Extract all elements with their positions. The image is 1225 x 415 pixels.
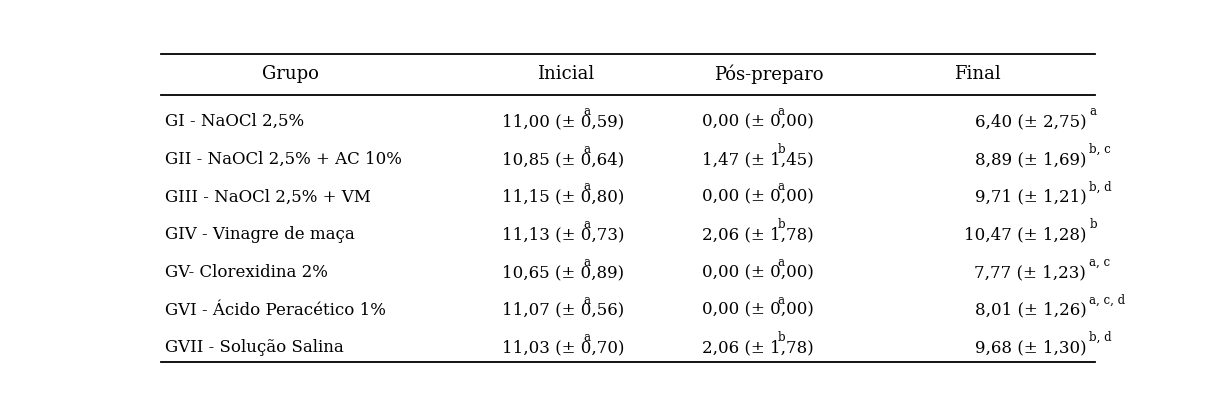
Text: a: a: [1089, 105, 1096, 118]
Text: a, c, d: a, c, d: [1089, 293, 1126, 307]
Text: b, d: b, d: [1089, 331, 1112, 344]
Text: a: a: [583, 331, 590, 344]
Text: b: b: [777, 331, 785, 344]
Text: a: a: [583, 143, 590, 156]
Text: 11,03 (± 0,70): 11,03 (± 0,70): [502, 339, 625, 356]
Text: 2,06 (± 1,78): 2,06 (± 1,78): [702, 339, 813, 356]
Text: 11,13 (± 0,73): 11,13 (± 0,73): [502, 226, 625, 243]
Text: GVII - Solução Salina: GVII - Solução Salina: [164, 339, 343, 356]
Text: a: a: [777, 256, 784, 269]
Text: 9,71 (± 1,21): 9,71 (± 1,21): [975, 188, 1087, 205]
Text: 10,47 (± 1,28): 10,47 (± 1,28): [964, 226, 1087, 243]
Text: 10,85 (± 0,64): 10,85 (± 0,64): [502, 151, 625, 168]
Text: 10,65 (± 0,89): 10,65 (± 0,89): [502, 264, 625, 281]
Text: 11,07 (± 0,56): 11,07 (± 0,56): [502, 302, 625, 319]
Text: b, c: b, c: [1089, 143, 1111, 156]
Text: a: a: [777, 105, 784, 118]
Text: Pós-preparo: Pós-preparo: [714, 64, 823, 83]
Text: a: a: [583, 181, 590, 193]
Text: 0,00 (± 0,00): 0,00 (± 0,00): [702, 188, 813, 205]
Text: a: a: [583, 105, 590, 118]
Text: 0,00 (± 0,00): 0,00 (± 0,00): [702, 264, 813, 281]
Text: a: a: [777, 181, 784, 193]
Text: 0,00 (± 0,00): 0,00 (± 0,00): [702, 113, 813, 130]
Text: GVI - Ácido Peracético 1%: GVI - Ácido Peracético 1%: [164, 302, 386, 319]
Text: 9,68 (± 1,30): 9,68 (± 1,30): [975, 339, 1087, 356]
Text: 8,89 (± 1,69): 8,89 (± 1,69): [975, 151, 1087, 168]
Text: b: b: [777, 218, 785, 231]
Text: GI - NaOCl 2,5%: GI - NaOCl 2,5%: [164, 113, 304, 130]
Text: b, d: b, d: [1089, 181, 1112, 193]
Text: 8,01 (± 1,26): 8,01 (± 1,26): [975, 302, 1087, 319]
Text: GII - NaOCl 2,5% + AC 10%: GII - NaOCl 2,5% + AC 10%: [164, 151, 402, 168]
Text: GIV - Vinagre de maça: GIV - Vinagre de maça: [164, 226, 354, 243]
Text: GV- Clorexidina 2%: GV- Clorexidina 2%: [164, 264, 327, 281]
Text: 7,77 (± 1,23): 7,77 (± 1,23): [974, 264, 1087, 281]
Text: 11,00 (± 0,59): 11,00 (± 0,59): [502, 113, 625, 130]
Text: 6,40 (± 2,75): 6,40 (± 2,75): [975, 113, 1087, 130]
Text: 11,15 (± 0,80): 11,15 (± 0,80): [502, 188, 625, 205]
Text: Inicial: Inicial: [538, 65, 594, 83]
Text: a: a: [583, 293, 590, 307]
Text: GIII - NaOCl 2,5% + VM: GIII - NaOCl 2,5% + VM: [164, 188, 370, 205]
Text: Grupo: Grupo: [262, 65, 320, 83]
Text: 2,06 (± 1,78): 2,06 (± 1,78): [702, 226, 813, 243]
Text: 1,47 (± 1,45): 1,47 (± 1,45): [702, 151, 813, 168]
Text: a: a: [777, 293, 784, 307]
Text: 0,00 (± 0,00): 0,00 (± 0,00): [702, 302, 813, 319]
Text: a: a: [583, 256, 590, 269]
Text: a, c: a, c: [1089, 256, 1110, 269]
Text: b: b: [777, 143, 785, 156]
Text: Final: Final: [954, 65, 1001, 83]
Text: a: a: [583, 218, 590, 231]
Text: b: b: [1089, 218, 1096, 231]
